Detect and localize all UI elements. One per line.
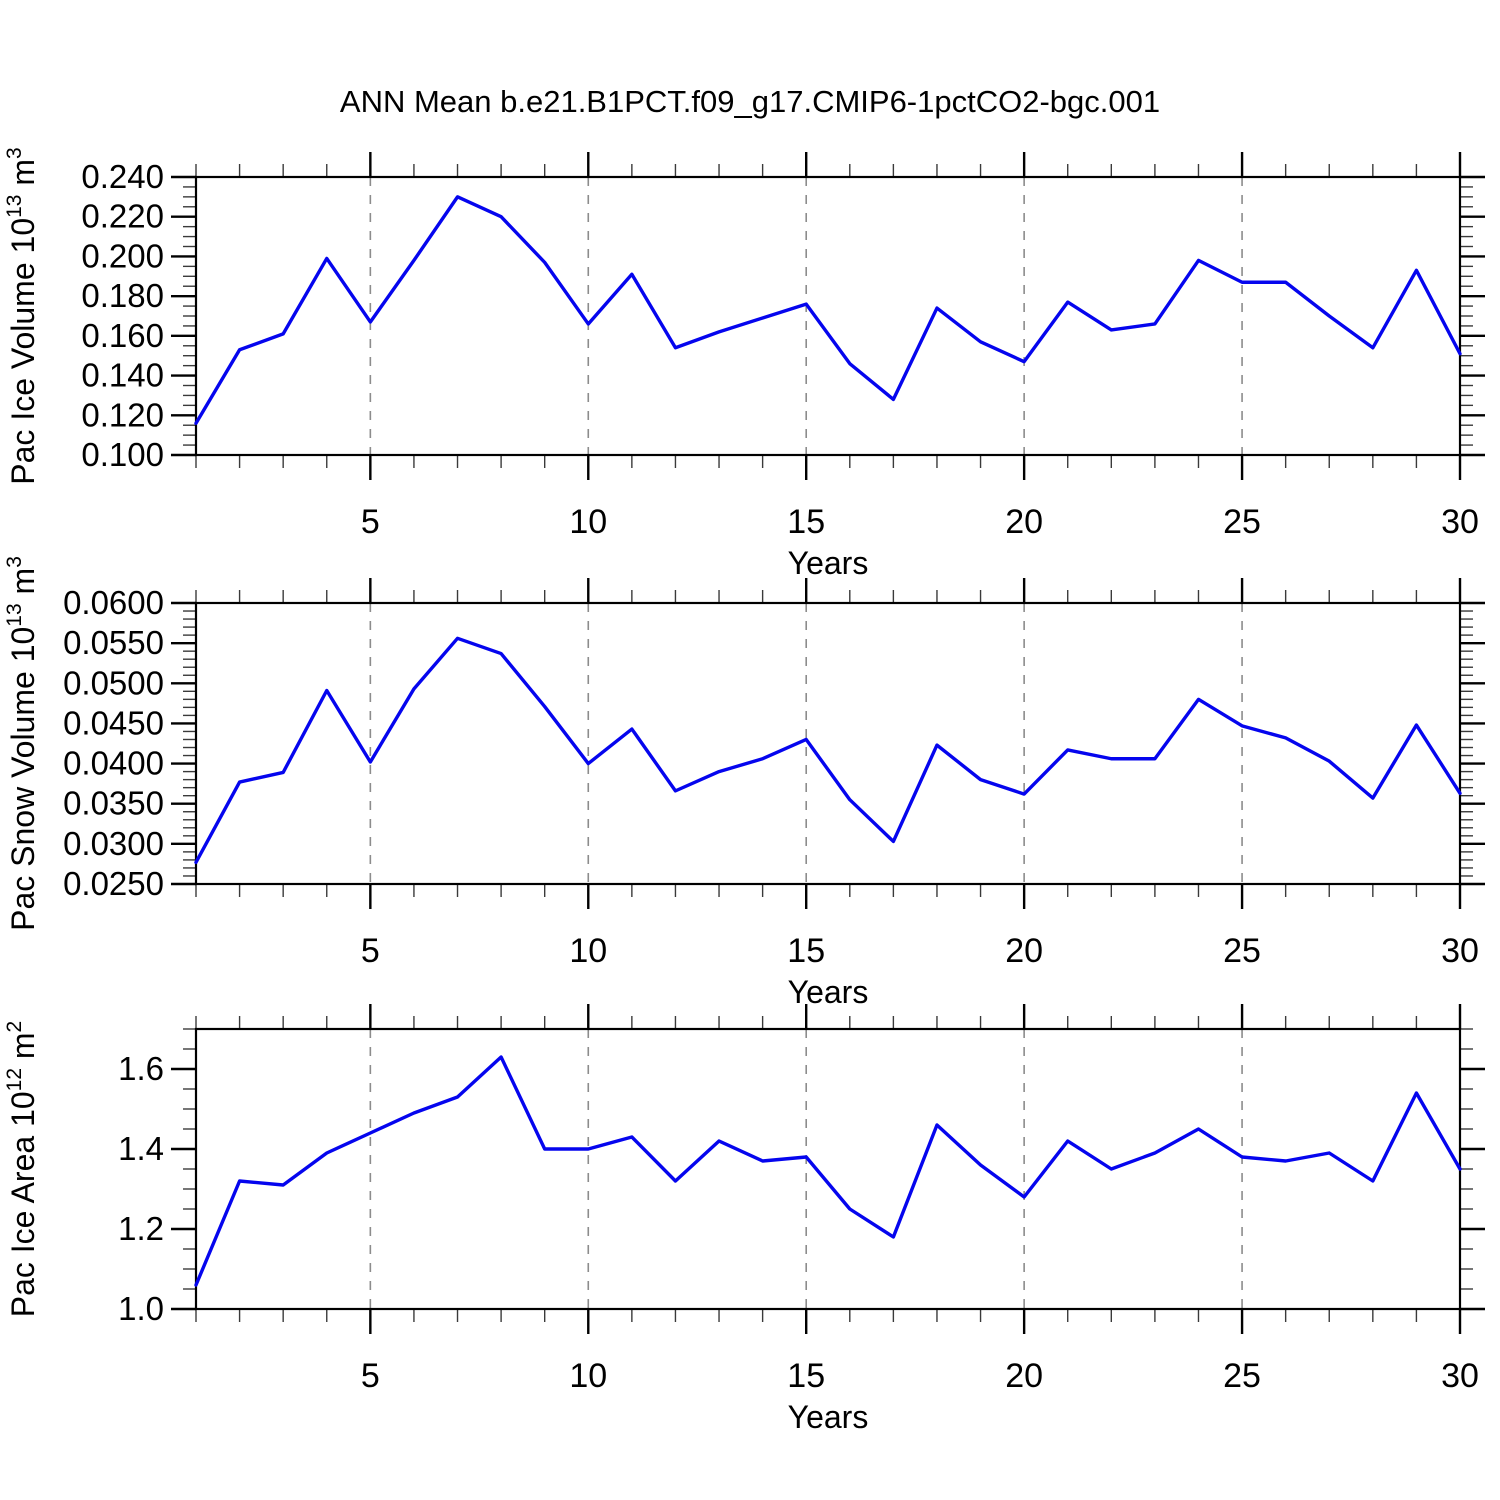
plot-frame [194,601,1462,886]
plot-frame [194,1027,1462,1311]
y-axis-title: Pac Snow Volume 1013 m3 [3,556,41,931]
x-tick-label: 10 [569,1357,607,1395]
y-tick-label: 0.100 [81,436,164,473]
y-tick-label: 0.0350 [63,785,164,822]
y-tick-label: 0.0250 [63,865,164,902]
y-tick-label: 0.200 [81,237,164,274]
y-tick-label: 0.180 [81,277,164,314]
x-axis-title: Years [788,1399,869,1435]
panel-pac-ice-area: 1.0 1.2 1.4 1.6 5 10 15 20 25 30 Years Pac Ice Area… [3,1004,1485,1435]
y-axis-title: Pac Ice Volume 1013 m3 [3,147,41,484]
y-tick-label: 0.140 [81,357,164,394]
x-tick-label: 20 [1005,1357,1043,1395]
x-tick-label: 20 [1005,503,1043,541]
x-tick-label: 5 [361,503,380,541]
x-tick-label: 15 [787,503,825,541]
y-tick-label: 1.4 [118,1130,164,1167]
panel-pac-ice-volume: 0.1000.1200.1400.1600.1800.2000.2200.240… [3,147,1485,581]
y-tick-label: 0.0450 [63,704,164,741]
x-tick-label: 5 [361,932,380,970]
y-tick-label: 1.2 [118,1210,164,1247]
x-tick-label: 20 [1005,932,1043,970]
pac-snow-volume-series-line [194,636,1462,865]
x-tick-label: 25 [1223,1357,1261,1395]
y-tick-label: 0.0300 [63,825,164,862]
y-tick-label: 0.160 [81,317,164,354]
x-tick-label: 10 [569,503,607,541]
chart-title: ANN Mean b.e21.B1PCT.f09_g17.CMIP6-1pctC… [339,84,1161,119]
x-tick-label: 15 [787,932,825,970]
y-tick-label: 0.0550 [63,624,164,661]
pac-ice-area-series-line [194,1055,1462,1287]
y-tick-label: 0.0500 [63,664,164,701]
y-tick-label: 0.120 [81,396,164,433]
y-tick-label: 0.220 [81,198,164,235]
x-tick-label: 30 [1441,503,1479,541]
y-tick-label: 1.0 [118,1290,164,1327]
pac-ice-volume-series-line [194,195,1462,425]
x-tick-label: 30 [1441,1357,1479,1395]
x-tick-label: 25 [1223,503,1261,541]
x-tick-label: 30 [1441,932,1479,970]
x-tick-label: 10 [569,932,607,970]
plot-frame [194,175,1462,457]
y-axis-title: Pac Ice Area 1012 m2 [3,1021,41,1318]
x-tick-label: 25 [1223,932,1261,970]
y-tick-label: 0.0600 [63,584,164,621]
x-tick-label: 15 [787,1357,825,1395]
y-tick-label: 1.6 [118,1050,164,1087]
x-axis-title: Years [788,545,869,581]
x-tick-label: 5 [361,1357,380,1395]
y-tick-label: 0.0400 [63,745,164,782]
y-tick-label: 0.240 [81,158,164,195]
x-axis-title: Years [788,974,869,1010]
